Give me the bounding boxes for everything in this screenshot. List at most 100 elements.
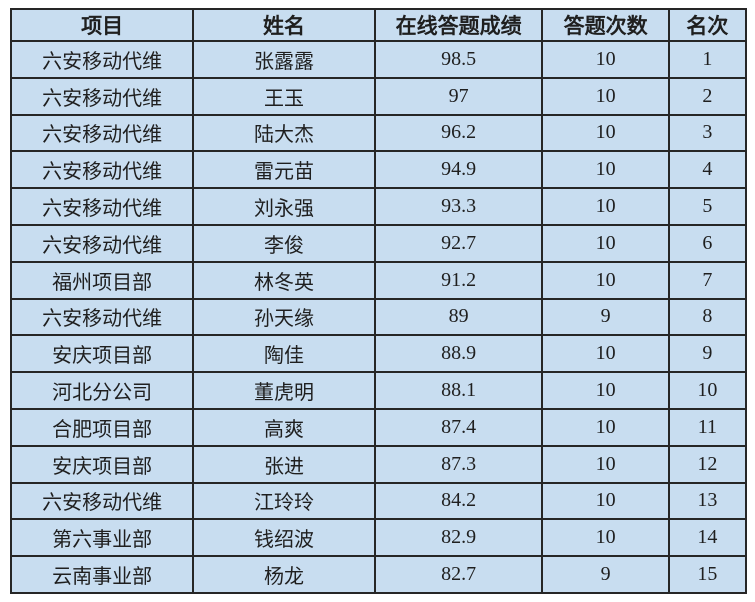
- table-cell: 11: [667, 407, 748, 447]
- table-cell: 安庆项目部: [9, 334, 195, 374]
- table-row: 安庆项目部 陶佳 88.9 10 9: [9, 334, 748, 374]
- column-header-2: 姓名: [192, 8, 376, 42]
- table-cell: 六安移动代维: [9, 481, 195, 521]
- table-cell: 10: [541, 518, 670, 558]
- table-cell: 六安移动代维: [9, 223, 195, 263]
- table-cell: 杨龙: [192, 555, 376, 594]
- table-cell: 六安移动代维: [9, 76, 195, 116]
- table-cell: 张露露: [192, 40, 376, 79]
- table-cell: 六安移动代维: [9, 113, 195, 153]
- table-cell: 刘永强: [192, 187, 376, 226]
- table-cell: 89: [373, 297, 544, 337]
- table-cell: 河北分公司: [9, 371, 195, 410]
- header-row: 项目 姓名 在线答题成绩 答题次数 名次: [9, 8, 748, 42]
- table-cell: 2: [667, 76, 748, 116]
- table-cell: 13: [667, 481, 748, 521]
- table-cell: 江玲玲: [192, 481, 376, 521]
- table-row: 第六事业部 钱绍波 82.9 10 14: [9, 518, 748, 558]
- table-cell: 6: [667, 223, 748, 263]
- table-cell: 4: [667, 150, 748, 190]
- table-cell: 李俊: [192, 223, 376, 263]
- table-cell: 第六事业部: [9, 518, 195, 558]
- table-body: 六安移动代维 张露露 98.5 10 1 六安移动代维 王玉 97 10 2 六安移动代维 陆大杰 96…: [9, 40, 748, 594]
- table-row: 六安移动代维 孙天缘 89 9 8: [9, 297, 748, 337]
- table-cell: 王玉: [192, 76, 376, 116]
- column-header-1: 项目: [9, 8, 195, 42]
- table-cell: 合肥项目部: [9, 407, 195, 447]
- table-row: 六安移动代维 刘永强 93.3 10 5: [9, 187, 748, 226]
- table-cell: 5: [667, 187, 748, 226]
- table-cell: 3: [667, 113, 748, 153]
- table-row: 六安移动代维 雷元苗 94.9 10 4: [9, 150, 748, 190]
- score-ranking-table: 项目 姓名 在线答题成绩 答题次数 名次 六安移动代维 张露露 98.5 10 1 六安移动代维王…: [9, 8, 748, 594]
- table-cell: 10: [541, 481, 670, 521]
- table-cell: 10: [541, 334, 670, 374]
- table-cell: 福州项目部: [9, 260, 195, 300]
- table-cell: 87.3: [373, 444, 544, 484]
- score-ranking-table-wrap: 项目 姓名 在线答题成绩 答题次数 名次 六安移动代维 张露露 98.5 10 1 六安移动代维王…: [9, 8, 748, 594]
- table-cell: 93.3: [373, 187, 544, 226]
- table-cell: 9: [541, 297, 670, 337]
- table-cell: 10: [541, 407, 670, 447]
- table-cell: 87.4: [373, 407, 544, 447]
- table-cell: 董虎明: [192, 371, 376, 410]
- table-cell: 98.5: [373, 40, 544, 79]
- table-cell: 10: [667, 371, 748, 410]
- table-row: 河北分公司 董虎明 88.1 10 10: [9, 371, 748, 410]
- table-row: 福州项目部 林冬英 91.2 10 7: [9, 260, 748, 300]
- table-cell: 82.9: [373, 518, 544, 558]
- table-cell: 10: [541, 40, 670, 79]
- table-cell: 10: [541, 444, 670, 484]
- table-row: 安庆项目部 张进 87.3 10 12: [9, 444, 748, 484]
- table-cell: 10: [541, 371, 670, 410]
- table-cell: 92.7: [373, 223, 544, 263]
- table-cell: 91.2: [373, 260, 544, 300]
- table-cell: 12: [667, 444, 748, 484]
- table-row: 六安移动代维 李俊 92.7 10 6: [9, 223, 748, 263]
- table-cell: 陆大杰: [192, 113, 376, 153]
- table-cell: 雷元苗: [192, 150, 376, 190]
- table-cell: 82.7: [373, 555, 544, 594]
- table-cell: 10: [541, 223, 670, 263]
- table-cell: 云南事业部: [9, 555, 195, 594]
- table-cell: 1: [667, 40, 748, 79]
- table-cell: 10: [541, 187, 670, 226]
- table-cell: 14: [667, 518, 748, 558]
- table-cell: 88.9: [373, 334, 544, 374]
- table-cell: 8: [667, 297, 748, 337]
- column-header-5: 名次: [667, 8, 748, 42]
- table-cell: 六安移动代维: [9, 150, 195, 190]
- table-row: 六安移动代维 张露露 98.5 10 1: [9, 40, 748, 79]
- table-cell: 钱绍波: [192, 518, 376, 558]
- table-cell: 10: [541, 113, 670, 153]
- table-cell: 高爽: [192, 407, 376, 447]
- table-cell: 六安移动代维: [9, 297, 195, 337]
- table-cell: 孙天缘: [192, 297, 376, 337]
- table-row: 合肥项目部 高爽 87.4 10 11: [9, 407, 748, 447]
- table-cell: 张进: [192, 444, 376, 484]
- table-cell: 10: [541, 76, 670, 116]
- table-cell: 9: [541, 555, 670, 594]
- column-header-3: 在线答题成绩: [373, 8, 544, 42]
- column-header-4: 答题次数: [541, 8, 670, 42]
- table-header: 项目 姓名 在线答题成绩 答题次数 名次: [9, 8, 748, 42]
- table-cell: 84.2: [373, 481, 544, 521]
- table-cell: 六安移动代维: [9, 40, 195, 79]
- table-cell: 六安移动代维: [9, 187, 195, 226]
- table-cell: 94.9: [373, 150, 544, 190]
- table-row: 六安移动代维 江玲玲 84.2 10 13: [9, 481, 748, 521]
- table-row: 六安移动代维 陆大杰 96.2 10 3: [9, 113, 748, 153]
- table-cell: 9: [667, 334, 748, 374]
- table-cell: 88.1: [373, 371, 544, 410]
- table-row: 云南事业部 杨龙 82.7 9 15: [9, 555, 748, 594]
- table-cell: 7: [667, 260, 748, 300]
- table-row: 六安移动代维 王玉 97 10 2: [9, 76, 748, 116]
- table-cell: 10: [541, 260, 670, 300]
- table-cell: 97: [373, 76, 544, 116]
- table-cell: 陶佳: [192, 334, 376, 374]
- table-cell: 安庆项目部: [9, 444, 195, 484]
- table-cell: 15: [667, 555, 748, 594]
- table-cell: 10: [541, 150, 670, 190]
- table-cell: 林冬英: [192, 260, 376, 300]
- table-cell: 96.2: [373, 113, 544, 153]
